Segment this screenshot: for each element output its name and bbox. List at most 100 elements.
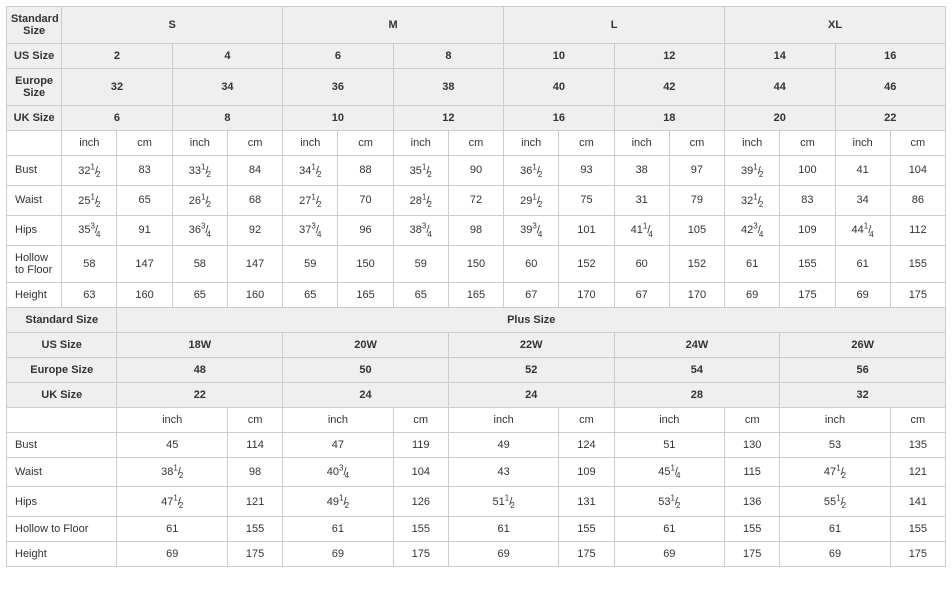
std-val-cm-4-7: 175 <box>890 282 945 307</box>
size-chart-table: Standard SizeSMLXLUS Size246810121416Eur… <box>6 6 946 567</box>
plus-us-label: US Size <box>7 332 117 357</box>
std-val-in-4-1: 65 <box>172 282 227 307</box>
std-eu-0: 32 <box>62 69 172 106</box>
std-val-cm-2-3: 98 <box>448 215 503 245</box>
std-val-cm-2-0: 91 <box>117 215 172 245</box>
plus-header-standard: Standard Size <box>7 307 117 332</box>
plus-uk-3: 28 <box>614 382 780 407</box>
std-measure-0: Bust <box>7 156 62 186</box>
plus-val-in-0-4: 53 <box>780 432 890 457</box>
std-unit-cm-4: cm <box>559 131 614 156</box>
plus-val-cm-4-4: 175 <box>890 542 945 567</box>
std-eu-7: 46 <box>835 69 945 106</box>
std-val-cm-0-6: 100 <box>780 156 835 186</box>
std-val-in-1-3: 281/2 <box>393 185 448 215</box>
plus-val-cm-1-2: 109 <box>559 457 614 487</box>
std-val-in-0-0: 321/2 <box>62 156 117 186</box>
plus-val-cm-0-4: 135 <box>890 432 945 457</box>
std-val-in-2-2: 373/4 <box>283 215 338 245</box>
plus-val-in-2-3: 531/2 <box>614 487 724 517</box>
plus-val-in-4-2: 69 <box>448 542 558 567</box>
plus-unit-cm-1: cm <box>393 407 448 432</box>
std-val-cm-4-2: 165 <box>338 282 393 307</box>
std-val-in-1-6: 321/2 <box>725 185 780 215</box>
plus-val-in-0-2: 49 <box>448 432 558 457</box>
std-measure-4: Height <box>7 282 62 307</box>
plus-val-in-3-0: 61 <box>117 517 227 542</box>
plus-uk-1: 24 <box>283 382 449 407</box>
plus-unit-inch-1: inch <box>283 407 393 432</box>
header-standard-size: Standard Size <box>7 7 62 44</box>
plus-eu-3: 54 <box>614 357 780 382</box>
std-val-in-2-6: 423/4 <box>725 215 780 245</box>
std-val-in-1-5: 31 <box>614 185 669 215</box>
plus-measure-1: Waist <box>7 457 117 487</box>
std-unit-inch-5: inch <box>614 131 669 156</box>
plus-blank <box>7 407 117 432</box>
std-group-0: S <box>62 7 283 44</box>
plus-val-in-2-4: 551/2 <box>780 487 890 517</box>
plus-val-cm-2-0: 121 <box>227 487 282 517</box>
std-val-in-0-1: 331/2 <box>172 156 227 186</box>
std-eu-2: 36 <box>283 69 393 106</box>
std-val-cm-2-1: 92 <box>227 215 282 245</box>
plus-val-cm-4-2: 175 <box>559 542 614 567</box>
plus-val-in-0-1: 47 <box>283 432 393 457</box>
plus-val-cm-1-3: 115 <box>725 457 780 487</box>
std-val-cm-2-6: 109 <box>780 215 835 245</box>
std-val-cm-0-4: 93 <box>559 156 614 186</box>
plus-val-cm-3-4: 155 <box>890 517 945 542</box>
plus-val-cm-1-4: 121 <box>890 457 945 487</box>
std-val-cm-3-3: 150 <box>448 245 503 282</box>
std-val-cm-3-7: 155 <box>890 245 945 282</box>
std-unit-inch-7: inch <box>835 131 890 156</box>
std-us-7: 16 <box>835 44 945 69</box>
std-val-in-4-4: 67 <box>504 282 559 307</box>
plus-val-in-3-1: 61 <box>283 517 393 542</box>
plus-val-cm-1-0: 98 <box>227 457 282 487</box>
plus-val-in-1-3: 451/4 <box>614 457 724 487</box>
std-val-in-0-3: 351/2 <box>393 156 448 186</box>
std-unit-inch-2: inch <box>283 131 338 156</box>
std-val-in-2-4: 393/4 <box>504 215 559 245</box>
std-unit-cm-6: cm <box>780 131 835 156</box>
std-val-cm-0-1: 84 <box>227 156 282 186</box>
std-group-3: XL <box>725 7 946 44</box>
std-val-cm-4-6: 175 <box>780 282 835 307</box>
plus-uk-0: 22 <box>117 382 283 407</box>
std-val-cm-2-2: 96 <box>338 215 393 245</box>
plus-val-in-1-0: 381/2 <box>117 457 227 487</box>
plus-val-in-4-4: 69 <box>780 542 890 567</box>
std-val-in-3-3: 59 <box>393 245 448 282</box>
std-uk-6: 20 <box>725 106 835 131</box>
plus-val-cm-2-1: 126 <box>393 487 448 517</box>
std-val-in-3-4: 60 <box>504 245 559 282</box>
plus-unit-cm-4: cm <box>890 407 945 432</box>
plus-unit-inch-3: inch <box>614 407 724 432</box>
std-val-in-4-3: 65 <box>393 282 448 307</box>
std-unit-inch-0: inch <box>62 131 117 156</box>
plus-val-cm-2-2: 131 <box>559 487 614 517</box>
std-val-in-3-2: 59 <box>283 245 338 282</box>
plus-val-in-4-3: 69 <box>614 542 724 567</box>
std-val-in-3-5: 60 <box>614 245 669 282</box>
std-us-4: 10 <box>504 44 614 69</box>
plus-val-in-3-3: 61 <box>614 517 724 542</box>
plus-val-in-1-2: 43 <box>448 457 558 487</box>
plus-eu-1: 50 <box>283 357 449 382</box>
std-val-cm-0-3: 90 <box>448 156 503 186</box>
std-val-cm-4-1: 160 <box>227 282 282 307</box>
std-measure-1: Waist <box>7 185 62 215</box>
std-val-cm-1-0: 65 <box>117 185 172 215</box>
std-val-cm-3-1: 147 <box>227 245 282 282</box>
std-val-in-4-5: 67 <box>614 282 669 307</box>
plus-measure-0: Bust <box>7 432 117 457</box>
plus-val-in-4-0: 69 <box>117 542 227 567</box>
std-group-1: M <box>283 7 504 44</box>
std-unit-cm-1: cm <box>227 131 282 156</box>
std-measure-2: Hips <box>7 215 62 245</box>
std-val-cm-1-6: 83 <box>780 185 835 215</box>
std-val-in-2-5: 411/4 <box>614 215 669 245</box>
std-uk-3: 12 <box>393 106 503 131</box>
std-measure-3: Hollow to Floor <box>7 245 62 282</box>
